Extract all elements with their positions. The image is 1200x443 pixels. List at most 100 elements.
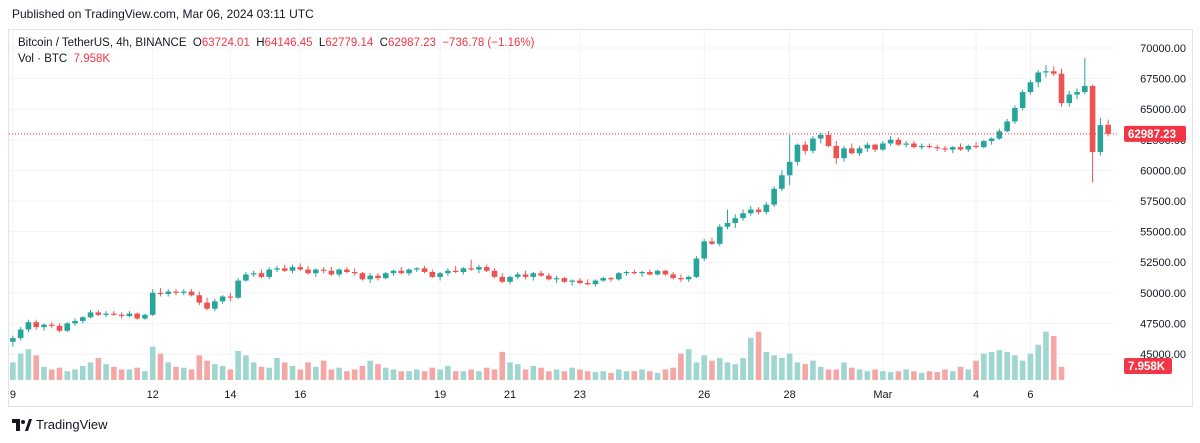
candle-body [79, 317, 86, 321]
volume-bar [670, 367, 676, 380]
time-axis: 9 12 14 16 19 21 23 26 28 Mar 4 6 [10, 389, 1034, 401]
candle-body [250, 273, 257, 275]
volume-label: Vol · BTC [18, 53, 68, 65]
volume-bar [165, 362, 172, 380]
open-label: O [192, 37, 202, 49]
volume-bar [693, 362, 700, 380]
volume-bar [678, 353, 684, 380]
volume-bar [856, 369, 863, 380]
volume-bar [903, 369, 909, 380]
candle-body [856, 148, 863, 154]
candle-body [584, 283, 591, 285]
volume-bar [701, 355, 707, 380]
high-label: H [256, 37, 265, 49]
candle-body [817, 134, 824, 139]
candle-body [1019, 92, 1026, 108]
volume-bar [227, 369, 234, 380]
candle-body [981, 141, 987, 148]
candle-body [188, 291, 195, 296]
volume-bar [134, 367, 140, 380]
candle-body [779, 175, 785, 189]
candle-body [755, 209, 762, 213]
tradingview-logo[interactable]: TradingView [12, 417, 108, 432]
high-value: 64146.45 [264, 37, 313, 49]
candle-body [802, 144, 808, 151]
candle-body [274, 268, 280, 270]
volume-bar [1027, 353, 1034, 380]
low-label: L [318, 37, 326, 49]
volume-bar [981, 353, 987, 380]
time-tick-label: 4 [973, 389, 979, 401]
volume-bar [460, 371, 467, 380]
volume-bar [724, 362, 731, 380]
volume-bar [56, 367, 63, 380]
volume-bar [188, 369, 195, 380]
candle-body [64, 323, 71, 331]
candle-body [95, 312, 102, 315]
candle-body [949, 147, 956, 150]
price-tick-label: 60000.00 [1140, 165, 1186, 177]
candle-body [134, 313, 140, 319]
candle-body [25, 322, 32, 330]
volume-bar [848, 367, 855, 380]
candle-body [973, 145, 979, 148]
price-tick-label: 50000.00 [1140, 288, 1186, 300]
time-tick-label: 14 [224, 389, 236, 401]
candle-body [771, 188, 777, 205]
volume-bar [468, 369, 474, 380]
volume-bar [111, 366, 117, 380]
volume-bar [740, 358, 746, 380]
volume-bar [429, 367, 436, 380]
volume-bar [297, 369, 304, 380]
volume-bar [33, 355, 39, 380]
volume-bar [142, 371, 148, 380]
volume-bar [437, 369, 443, 380]
volume-bar [10, 362, 16, 380]
volume-bar [654, 372, 661, 380]
volume-bar [173, 366, 179, 380]
candle-body [398, 270, 405, 274]
volume-bar [647, 371, 653, 380]
volume-bar [615, 369, 622, 380]
candle-body [546, 275, 552, 280]
candle-body [615, 273, 622, 280]
price-axis: 70000.0067500.0065000.0062500.0060000.00… [1140, 43, 1186, 361]
candle-body [344, 269, 350, 272]
candle-body [72, 320, 78, 324]
candle-body [911, 143, 917, 148]
volume-bar [514, 364, 521, 380]
candle-body [468, 268, 474, 270]
volume-bar [522, 369, 529, 380]
time-tick-label: 6 [1027, 389, 1033, 401]
volume-bar [95, 358, 102, 380]
volume-bar [328, 369, 335, 380]
candle-body [243, 274, 249, 281]
volume-bar [281, 362, 288, 380]
volume-bar [367, 360, 373, 380]
volume-bar [250, 362, 257, 380]
volume-bar [716, 358, 723, 380]
time-tick-label: 21 [504, 389, 516, 401]
candle-body [165, 291, 172, 295]
volume-bar [662, 369, 669, 380]
candle-body [1058, 73, 1065, 104]
candle-body [988, 138, 995, 142]
volume-bar [833, 369, 840, 380]
candle-body [406, 269, 412, 274]
candle-body [196, 295, 203, 303]
candle-body [514, 274, 521, 277]
price-tick-label: 65000.00 [1140, 104, 1186, 116]
time-tick-label: Mar [873, 389, 892, 401]
candle-body [491, 270, 498, 277]
volume-bar [577, 369, 583, 380]
price-tick-label: 57500.00 [1140, 196, 1186, 208]
candle-body [17, 329, 24, 339]
volume-bar [895, 371, 902, 380]
volume-bar [491, 369, 498, 380]
volume-bar [406, 371, 412, 380]
volume-bar [390, 369, 397, 380]
volume-bar [382, 367, 389, 380]
candle-body [142, 314, 148, 319]
candle-body [670, 274, 676, 279]
